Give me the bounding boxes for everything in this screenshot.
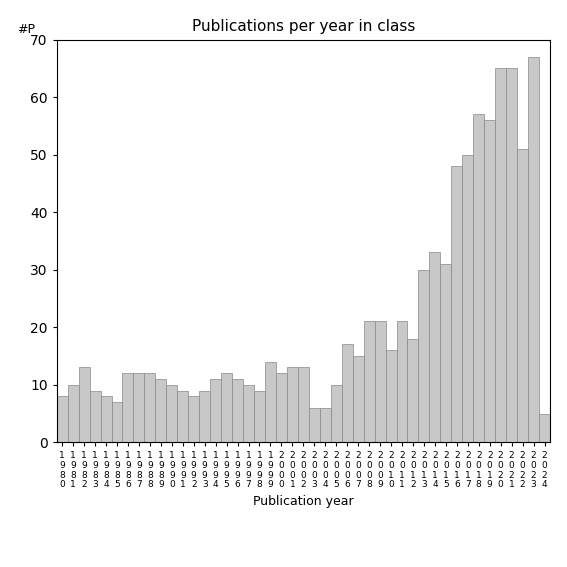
Bar: [112, 402, 122, 442]
Bar: [188, 396, 199, 442]
Bar: [484, 120, 495, 442]
Bar: [539, 413, 550, 442]
Bar: [429, 252, 441, 442]
Bar: [276, 373, 287, 442]
Bar: [396, 321, 408, 442]
Bar: [441, 264, 451, 442]
Bar: [90, 391, 100, 442]
Bar: [79, 367, 90, 442]
Bar: [122, 373, 133, 442]
Bar: [506, 69, 517, 442]
Bar: [495, 69, 506, 442]
Bar: [517, 149, 528, 442]
Bar: [177, 391, 188, 442]
X-axis label: Publication year: Publication year: [253, 495, 354, 508]
Bar: [221, 373, 232, 442]
Bar: [451, 166, 462, 442]
Bar: [243, 385, 254, 442]
Bar: [462, 155, 473, 442]
Bar: [320, 408, 331, 442]
Bar: [298, 367, 309, 442]
Bar: [363, 321, 375, 442]
Bar: [166, 385, 177, 442]
Bar: [342, 345, 353, 442]
Bar: [375, 321, 386, 442]
Bar: [67, 385, 79, 442]
Text: #P: #P: [17, 23, 35, 36]
Bar: [309, 408, 320, 442]
Bar: [287, 367, 298, 442]
Bar: [155, 379, 166, 442]
Bar: [254, 391, 265, 442]
Title: Publications per year in class: Publications per year in class: [192, 19, 415, 35]
Bar: [133, 373, 145, 442]
Bar: [331, 385, 342, 442]
Bar: [199, 391, 210, 442]
Bar: [473, 115, 484, 442]
Bar: [418, 270, 429, 442]
Bar: [528, 57, 539, 442]
Bar: [386, 350, 396, 442]
Bar: [408, 338, 418, 442]
Bar: [100, 396, 112, 442]
Bar: [57, 396, 67, 442]
Bar: [145, 373, 155, 442]
Bar: [353, 356, 363, 442]
Bar: [210, 379, 221, 442]
Bar: [232, 379, 243, 442]
Bar: [265, 362, 276, 442]
